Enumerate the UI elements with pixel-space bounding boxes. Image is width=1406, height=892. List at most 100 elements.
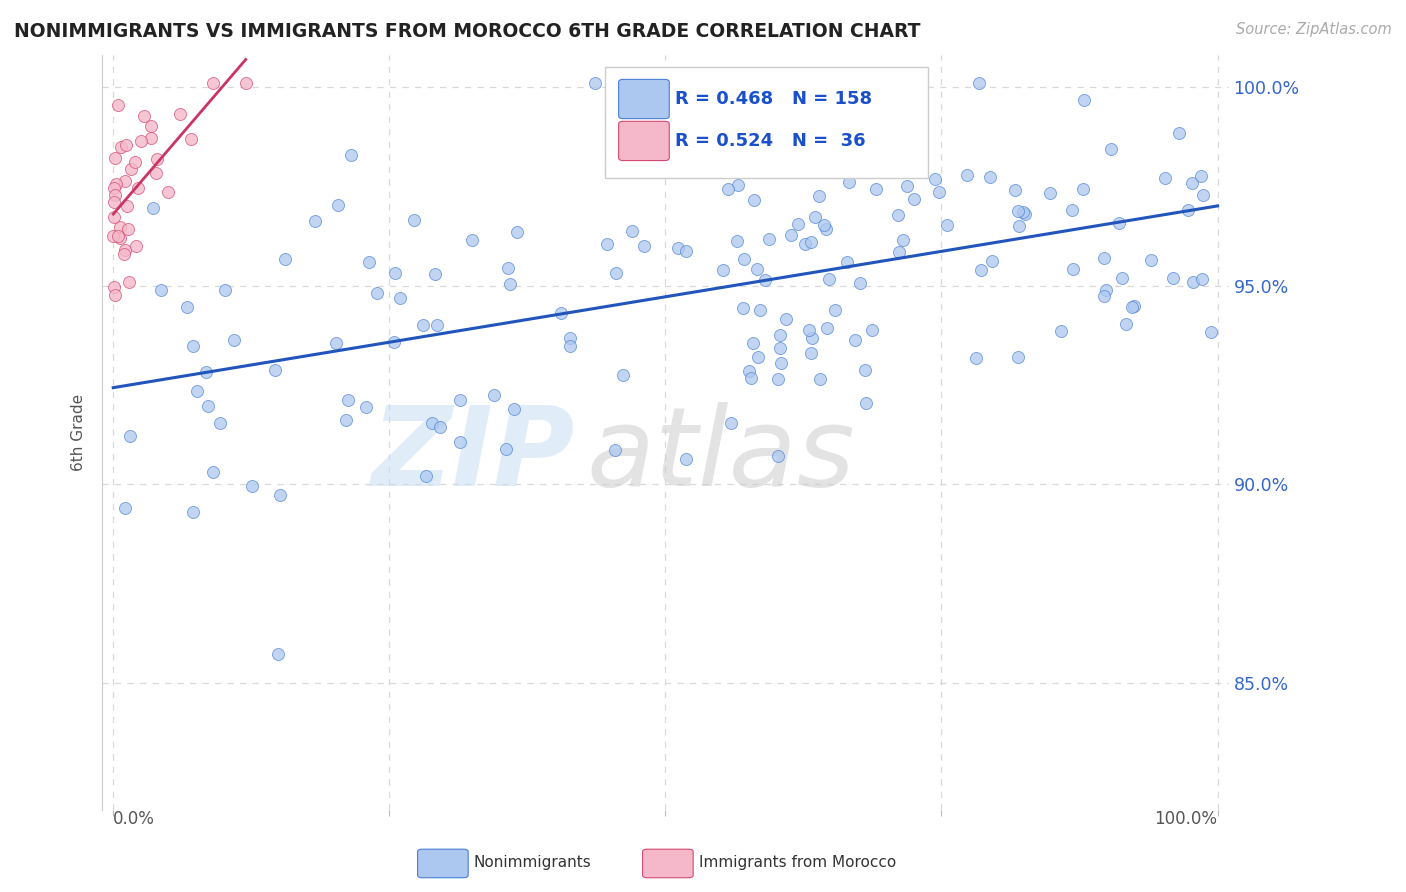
Point: [748, 302, 770, 317]
Point: [337, 393, 360, 408]
Point: [747, 262, 769, 277]
Point: [139, 130, 162, 145]
Point: [222, 333, 245, 347]
Point: [675, 244, 697, 258]
Point: [107, 229, 129, 244]
Point: [194, 365, 217, 379]
Point: [118, 275, 141, 289]
Point: [583, 76, 606, 90]
Point: [903, 192, 925, 206]
Point: [340, 147, 363, 161]
Point: [426, 318, 449, 332]
Point: [389, 291, 412, 305]
Point: [807, 137, 830, 152]
Point: [979, 170, 1001, 185]
Point: [849, 277, 872, 291]
Point: [887, 208, 910, 222]
Point: [1007, 203, 1029, 218]
Point: [269, 488, 291, 502]
Point: [725, 235, 748, 249]
Point: [1014, 207, 1036, 221]
Point: [770, 356, 793, 370]
Point: [596, 236, 619, 251]
Point: [209, 417, 232, 431]
Y-axis label: 6th Grade: 6th Grade: [72, 394, 86, 471]
Point: [201, 76, 224, 90]
Text: Immigrants from Morocco: Immigrants from Morocco: [699, 855, 896, 870]
Point: [742, 193, 765, 207]
Point: [425, 267, 447, 281]
Point: [180, 132, 202, 146]
Point: [104, 288, 127, 302]
Point: [129, 134, 152, 148]
Point: [1004, 183, 1026, 197]
Point: [142, 201, 165, 215]
Point: [970, 262, 993, 277]
Point: [550, 306, 572, 320]
Point: [1191, 271, 1213, 285]
Point: [112, 247, 135, 261]
Point: [107, 98, 129, 112]
Point: [787, 77, 810, 91]
Point: [325, 335, 347, 350]
Point: [779, 228, 801, 243]
Point: [181, 505, 204, 519]
Point: [720, 416, 742, 430]
Point: [176, 300, 198, 314]
Point: [717, 182, 740, 196]
Point: [872, 76, 894, 90]
Point: [108, 220, 131, 235]
Point: [742, 335, 765, 350]
Point: [169, 107, 191, 121]
Text: 100.0%: 100.0%: [1154, 810, 1218, 828]
Point: [482, 388, 505, 402]
Point: [496, 261, 519, 276]
Point: [794, 236, 817, 251]
Point: [779, 155, 801, 169]
Point: [672, 102, 695, 116]
Text: NONIMMIGRANTS VS IMMIGRANTS FROM MOROCCO 6TH GRADE CORRELATION CHART: NONIMMIGRANTS VS IMMIGRANTS FROM MOROCCO…: [14, 22, 921, 41]
Point: [799, 323, 821, 337]
Point: [887, 244, 910, 259]
Point: [813, 219, 835, 233]
Point: [120, 429, 142, 443]
Point: [506, 225, 529, 239]
Point: [404, 212, 426, 227]
Point: [860, 91, 883, 105]
Point: [114, 244, 136, 258]
Point: [115, 138, 138, 153]
Point: [1039, 186, 1062, 200]
Point: [214, 283, 236, 297]
Point: [267, 647, 290, 661]
Point: [304, 214, 326, 228]
Point: [124, 239, 146, 253]
Point: [354, 400, 377, 414]
Point: [801, 331, 824, 345]
Point: [837, 255, 859, 269]
Point: [844, 333, 866, 347]
Point: [603, 442, 626, 457]
Point: [103, 279, 125, 293]
Point: [981, 254, 1004, 268]
Point: [1199, 325, 1222, 339]
Text: R = 0.524   N =  36: R = 0.524 N = 36: [675, 132, 866, 150]
Point: [108, 231, 131, 245]
Point: [335, 413, 357, 427]
Point: [860, 323, 883, 337]
Point: [865, 182, 887, 196]
Text: Nonimmigrants: Nonimmigrants: [474, 855, 592, 870]
Point: [769, 341, 792, 355]
Point: [186, 384, 208, 398]
Point: [103, 187, 125, 202]
Point: [754, 273, 776, 287]
Point: [1111, 271, 1133, 285]
Point: [815, 221, 838, 235]
Point: [558, 339, 581, 353]
Point: [711, 263, 734, 277]
Point: [936, 218, 959, 232]
Point: [727, 178, 749, 192]
Point: [800, 346, 823, 360]
Point: [766, 449, 789, 463]
Point: [605, 266, 627, 280]
Point: [1181, 176, 1204, 190]
